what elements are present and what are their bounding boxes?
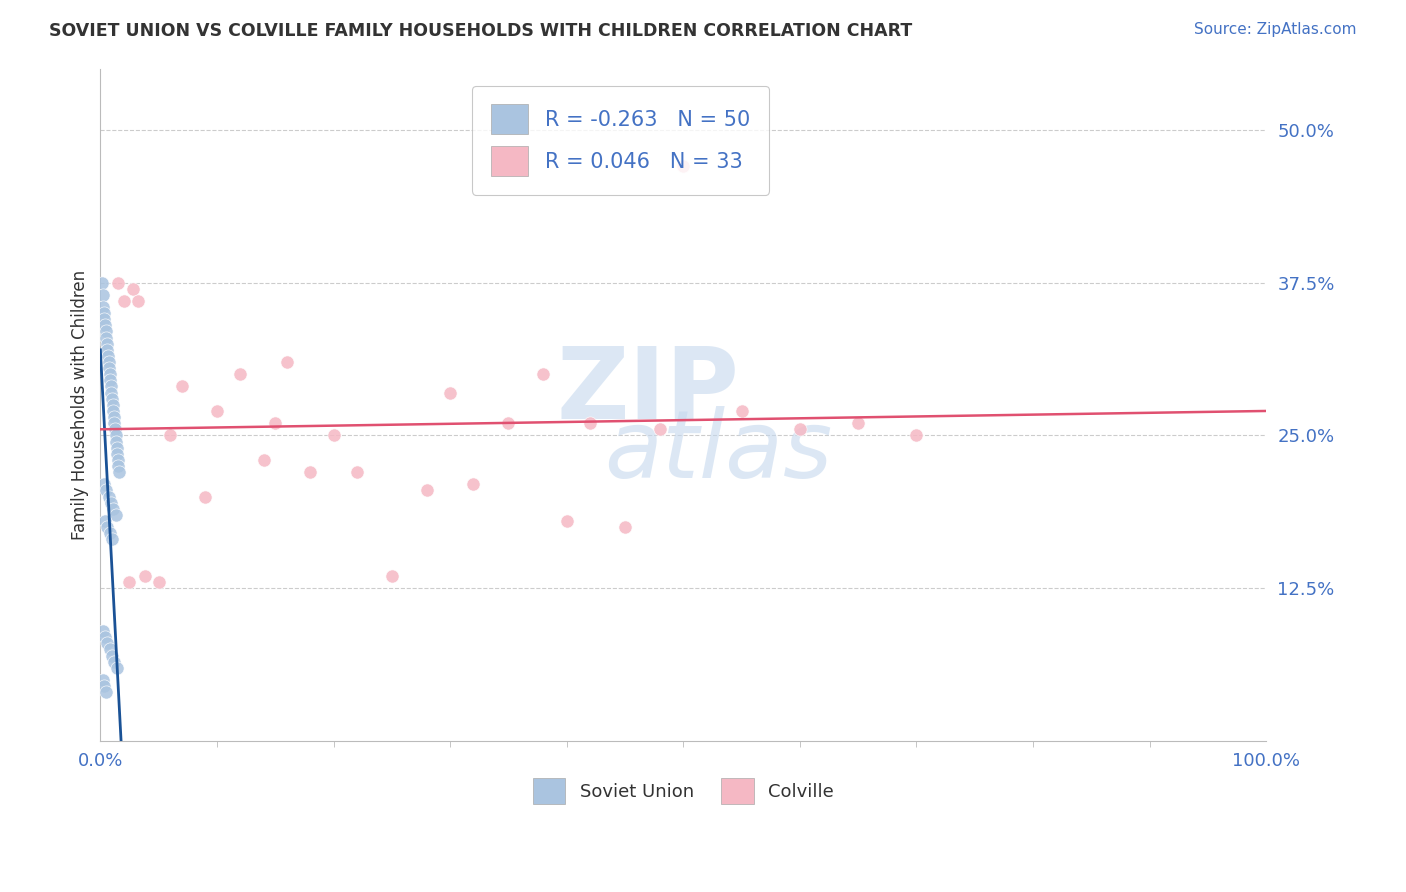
Text: atlas: atlas [605,407,832,498]
Point [97,355,120,369]
Point [672,160,695,174]
Point [105,441,128,455]
Point [264,416,287,430]
Point [98,526,121,541]
Point [107,458,129,473]
Point [94,318,117,333]
Point [91,276,114,290]
Point [148,575,170,590]
Point [416,483,439,498]
Point [905,428,928,442]
Point [112,293,135,308]
Point [134,569,156,583]
Point [122,282,145,296]
Point [97,490,120,504]
Point [439,385,461,400]
Point [555,514,578,528]
Point [94,514,117,528]
Point [127,293,149,308]
Text: SOVIET UNION VS COLVILLE FAMILY HOUSEHOLDS WITH CHILDREN CORRELATION CHART: SOVIET UNION VS COLVILLE FAMILY HOUSEHOL… [49,22,912,40]
Point [105,434,128,449]
Point [101,392,124,406]
Point [101,398,124,412]
Point [463,477,485,491]
Point [101,648,124,663]
Point [96,520,118,534]
Point [170,379,193,393]
Point [276,355,298,369]
Point [94,630,117,644]
Text: ZIP: ZIP [557,343,740,440]
Point [98,368,121,382]
Y-axis label: Family Households with Children: Family Households with Children [72,269,89,540]
Point [107,276,129,290]
Point [98,642,121,657]
Point [104,422,127,436]
Point [105,447,128,461]
Point [194,490,217,504]
Point [93,306,115,320]
Point [98,361,121,376]
Point [96,483,118,498]
Point [94,325,117,339]
Point [104,508,127,522]
Point [846,416,869,430]
Point [101,533,124,547]
Point [103,410,125,425]
Point [648,422,671,436]
Point [96,330,118,344]
Point [91,673,114,687]
Point [118,575,141,590]
Point [614,520,637,534]
Point [101,501,124,516]
Point [93,679,115,693]
Point [299,465,322,479]
Point [205,404,228,418]
Point [91,300,114,314]
Point [101,404,124,418]
Point [96,336,118,351]
Point [100,496,122,510]
Point [93,312,115,326]
Text: Source: ZipAtlas.com: Source: ZipAtlas.com [1194,22,1357,37]
Point [98,373,121,387]
Point [103,655,125,669]
Point [103,416,125,430]
Point [789,422,811,436]
Legend: Soviet Union, Colville: Soviet Union, Colville [524,769,842,813]
Point [91,624,114,639]
Point [252,453,274,467]
Point [498,416,520,430]
Point [93,477,115,491]
Point [91,287,114,301]
Point [97,349,120,363]
Point [229,368,252,382]
Point [100,379,122,393]
Point [730,404,752,418]
Point [322,428,344,442]
Point [96,343,118,357]
Point [96,636,118,650]
Point [346,465,368,479]
Point [105,661,128,675]
Point [579,416,602,430]
Point [107,453,129,467]
Point [531,368,554,382]
Point [100,385,122,400]
Point [108,465,131,479]
Point [104,428,127,442]
Point [159,428,181,442]
Point [381,569,404,583]
Point [96,685,118,699]
